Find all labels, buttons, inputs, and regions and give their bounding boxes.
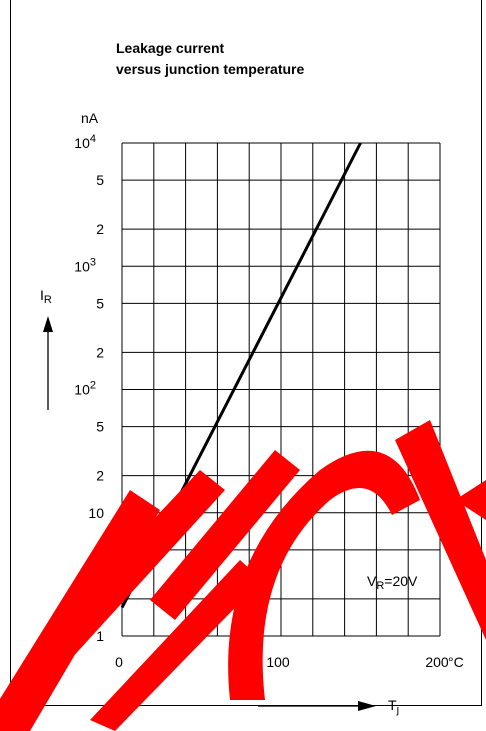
y-tick-label: 2 (96, 221, 104, 237)
chart-title-line2: versus junction temperature (116, 61, 304, 77)
x-tick-label: 0 (115, 654, 123, 670)
y-axis-arrowhead (43, 316, 53, 332)
x-unit-label: °C (448, 654, 464, 670)
watermark-stroke-3 (150, 450, 300, 620)
watermark-stroke-7 (455, 480, 486, 520)
annotation-vr: VR=20V (367, 573, 418, 592)
chart-frame (10, 0, 482, 706)
x-tick-label: 200 (425, 654, 449, 670)
x-axis-arrowhead (358, 701, 376, 711)
watermark (0, 420, 486, 731)
watermark-stroke-4 (90, 560, 262, 731)
x-tick-label: 100 (266, 654, 290, 670)
y-tick-label: 10 (88, 505, 104, 521)
y-tick-label: 104 (74, 133, 96, 151)
y-tick-label: 2 (96, 468, 104, 484)
y-unit-label: nA (81, 110, 99, 126)
y-tick-label: 2 (96, 344, 104, 360)
watermark-stroke-6 (395, 420, 486, 640)
y-tick-label: 103 (74, 256, 96, 274)
y-tick-label: 1 (96, 628, 104, 644)
watermark-stroke-5 (228, 450, 420, 700)
y-tick-label: 5 (96, 295, 104, 311)
chart-title-line1: Leakage current (116, 40, 224, 56)
x-tick-labels: 0 100 200 (115, 654, 449, 670)
x-axis-label: Tj (388, 697, 399, 716)
y-tick-label: 5 (96, 419, 104, 435)
y-tick-labels: 12510251022510325104 (74, 133, 104, 644)
grid (121, 142, 441, 637)
y-tick-label: 5 (96, 172, 104, 188)
y-tick-label: 102 (74, 380, 96, 398)
y-axis-label: IR (40, 287, 52, 306)
watermark-stroke-2 (40, 470, 225, 660)
